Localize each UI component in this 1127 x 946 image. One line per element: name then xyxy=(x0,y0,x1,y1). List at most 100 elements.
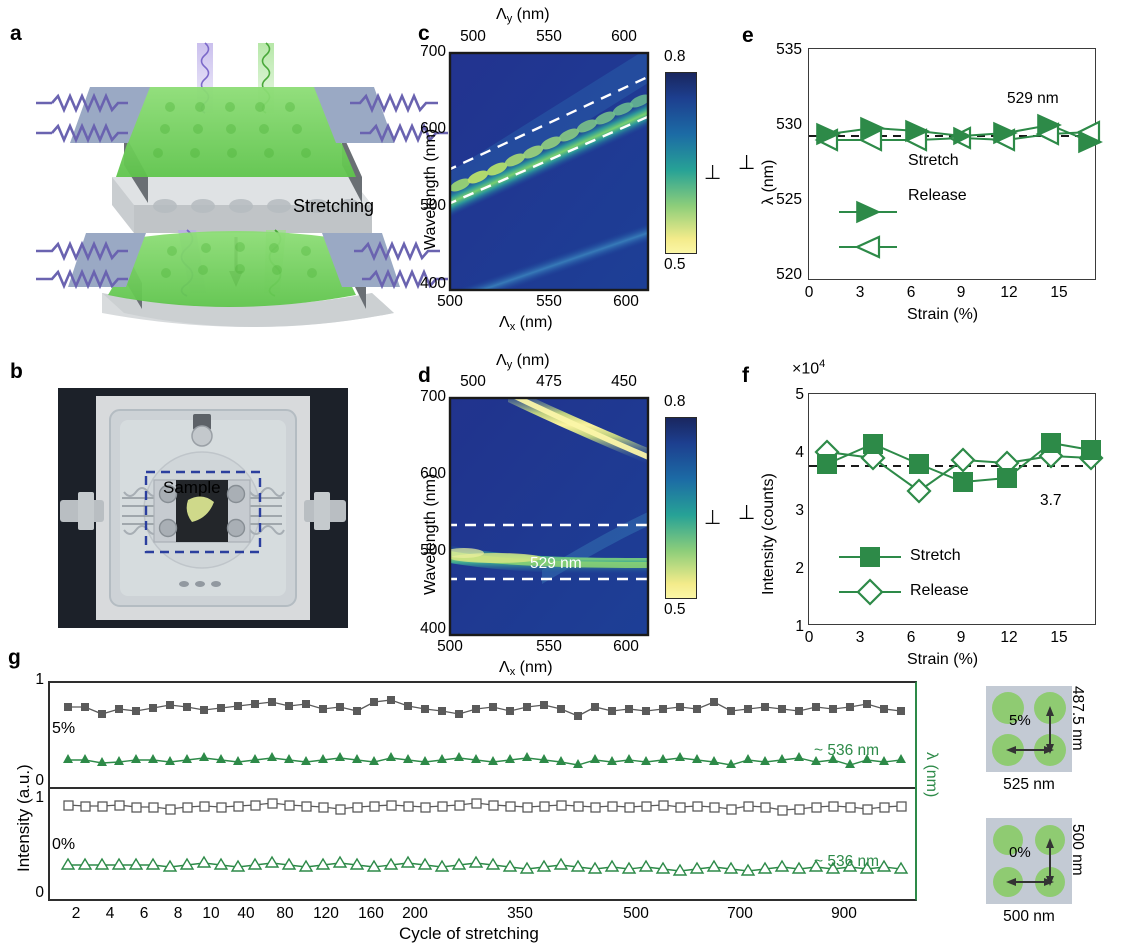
panel-c-bottom-axis-label: Λx (nm) xyxy=(499,314,553,333)
panel-e-y-tick-520: 520 xyxy=(776,266,802,283)
panel-f-legend xyxy=(839,547,901,606)
panel-f-legend-label-stretch: Stretch xyxy=(910,547,961,564)
panel-d-perp-marker: ⊥ xyxy=(704,507,722,529)
panel-d-top-tick-2: 450 xyxy=(611,373,637,390)
sample-roi-box xyxy=(144,470,262,554)
panel-c-x-tick-1: 550 xyxy=(536,293,562,310)
panel-d-label: d xyxy=(418,364,431,387)
panel-e-x-tick-3: 3 xyxy=(855,284,865,301)
panel-f-legend-label-release: Release xyxy=(910,582,969,599)
panel-c-top-tick-2: 600 xyxy=(611,28,637,45)
panel-e-y-tick-525: 525 xyxy=(776,191,802,208)
panel-g-y-tick-top-0: 0 xyxy=(35,772,44,789)
panel-d-y-axis-label: Wavelength (nm) xyxy=(422,473,439,595)
panel-g-strain-bottom-label: 0% xyxy=(52,836,76,853)
panel-g-y-tick-bottom-1: 1 xyxy=(35,789,44,806)
panel-d-colorbar-max: 0.8 xyxy=(664,393,686,410)
panel-f-multiplier-exp: 4 xyxy=(819,358,826,370)
panel-g-x-tick-350: 350 xyxy=(507,905,533,922)
panel-c-label: c xyxy=(418,22,430,45)
inset-0pct-width-label: 500 nm xyxy=(1003,908,1055,925)
panel-g-strain-top-label: 5% xyxy=(52,720,76,737)
panel-c-x-tick-0: 500 xyxy=(437,293,463,310)
panel-g-x-tick-2: 2 xyxy=(71,905,81,922)
panel-d-bottom-axis-label: Λx (nm) xyxy=(499,659,553,678)
panel-g-x-tick-10: 10 xyxy=(202,905,220,922)
panel-a-schematic xyxy=(36,25,448,327)
panel-e-legend xyxy=(839,200,897,259)
panel-f-y-tick-4: 4 xyxy=(795,444,804,461)
panel-b-label: b xyxy=(10,360,23,383)
panel-c-y-tick-600: 600 xyxy=(420,120,446,137)
panel-e-plot-area xyxy=(808,48,1103,280)
panel-g-traces xyxy=(50,696,915,876)
panel-c-y-axis-label: Wavelength (nm) xyxy=(422,128,439,250)
panel-e-y-tick-535: 535 xyxy=(776,41,802,58)
panel-e-perp-marker: ⊥ xyxy=(738,152,756,174)
panel-d-x-tick-1: 550 xyxy=(536,638,562,655)
inset-5pct-strain-label: 5% xyxy=(1009,712,1031,729)
panel-g-x-tick-500: 500 xyxy=(623,905,649,922)
panel-e-x-tick-0: 0 xyxy=(804,284,814,301)
panel-g-bottom-green-series xyxy=(60,855,909,876)
sample-annotation: Sample xyxy=(163,478,221,497)
panel-f-x-tick-3: 3 xyxy=(855,629,865,646)
panel-d-y-tick-700: 700 xyxy=(420,388,446,405)
panel-f-x-tick-9: 9 xyxy=(956,629,966,646)
panel-e-x-tick-9: 9 xyxy=(956,284,966,301)
panel-e-x-tick-6: 6 xyxy=(906,284,916,301)
panel-g-x-tick-120: 120 xyxy=(313,905,339,922)
panel-c-y-tick-500: 500 xyxy=(420,197,446,214)
panel-f-y-tick-1: 1 xyxy=(795,618,804,635)
panel-f-y-tick-5: 5 xyxy=(795,386,804,403)
panel-g-x-tick-4: 4 xyxy=(105,905,115,922)
panel-e-x-tick-15: 15 xyxy=(1050,284,1068,301)
panel-g-wavelength-top: ~ 536 nm xyxy=(814,742,880,759)
panel-f-x-tick-15: 15 xyxy=(1050,629,1068,646)
panel-d-colorbar-min: 0.5 xyxy=(664,601,686,618)
panel-d-top-tick-0: 500 xyxy=(460,373,486,390)
inset-5pct-width-label: 525 nm xyxy=(1003,776,1055,793)
panel-f-y-tick-3: 3 xyxy=(795,502,804,519)
panel-f-multiplier-base: ×10 xyxy=(792,360,820,378)
panel-f-plot-area xyxy=(808,393,1104,625)
panel-g-bottom-gray-series xyxy=(63,798,907,816)
panel-g-plot-area xyxy=(48,681,917,901)
panel-f-label: f xyxy=(742,364,749,387)
inset-0pct-height-label: 500 nm xyxy=(1069,824,1086,876)
panel-g-x-tick-40: 40 xyxy=(237,905,255,922)
panel-e-label: e xyxy=(742,24,754,47)
panel-d-y-tick-600: 600 xyxy=(420,465,446,482)
panel-g-top-green-series xyxy=(63,752,906,768)
panel-g-x-tick-200: 200 xyxy=(402,905,428,922)
panel-d-x-tick-2: 600 xyxy=(613,638,639,655)
panel-c-colorbar xyxy=(665,72,697,254)
panel-g-label: g xyxy=(8,646,21,669)
panel-b-photo xyxy=(58,388,348,628)
panel-c-x-tick-2: 600 xyxy=(613,293,639,310)
inset-0pct-lattice xyxy=(986,818,1072,904)
panel-f-perp-marker: ⊥ xyxy=(738,502,756,524)
panel-c-y-tick-400: 400 xyxy=(420,275,446,292)
panel-c-top-tick-0: 500 xyxy=(460,28,486,45)
panel-c-perp-marker: ⊥ xyxy=(704,162,722,184)
panel-e-x-axis-label: Strain (%) xyxy=(907,306,979,323)
inset-5pct-height-label: 487.5 nm xyxy=(1069,686,1086,751)
panel-d-y-tick-400: 400 xyxy=(420,620,446,637)
panel-c-y-tick-700: 700 xyxy=(420,43,446,60)
panel-e-y-tick-530: 530 xyxy=(776,116,802,133)
panel-d-colorbar xyxy=(665,417,697,599)
panel-g-x-tick-700: 700 xyxy=(727,905,753,922)
panel-f-x-tick-6: 6 xyxy=(906,629,916,646)
panel-f-x-tick-12: 12 xyxy=(1000,629,1018,646)
panel-c-top-axis-label: Λy (nm) xyxy=(496,6,550,25)
panel-g-x-tick-80: 80 xyxy=(276,905,294,922)
inset-5pct-lattice xyxy=(986,686,1072,772)
panel-g-x-axis-label: Cycle of stretching xyxy=(399,924,539,943)
panel-c-heatmap xyxy=(448,51,650,292)
panel-d-y-tick-500: 500 xyxy=(420,542,446,559)
panel-g-x-tick-8: 8 xyxy=(173,905,183,922)
panel-f-x-axis-label: Strain (%) xyxy=(907,651,979,668)
panel-f-y-tick-2: 2 xyxy=(795,560,804,577)
stretching-label: Stretching xyxy=(293,196,375,216)
